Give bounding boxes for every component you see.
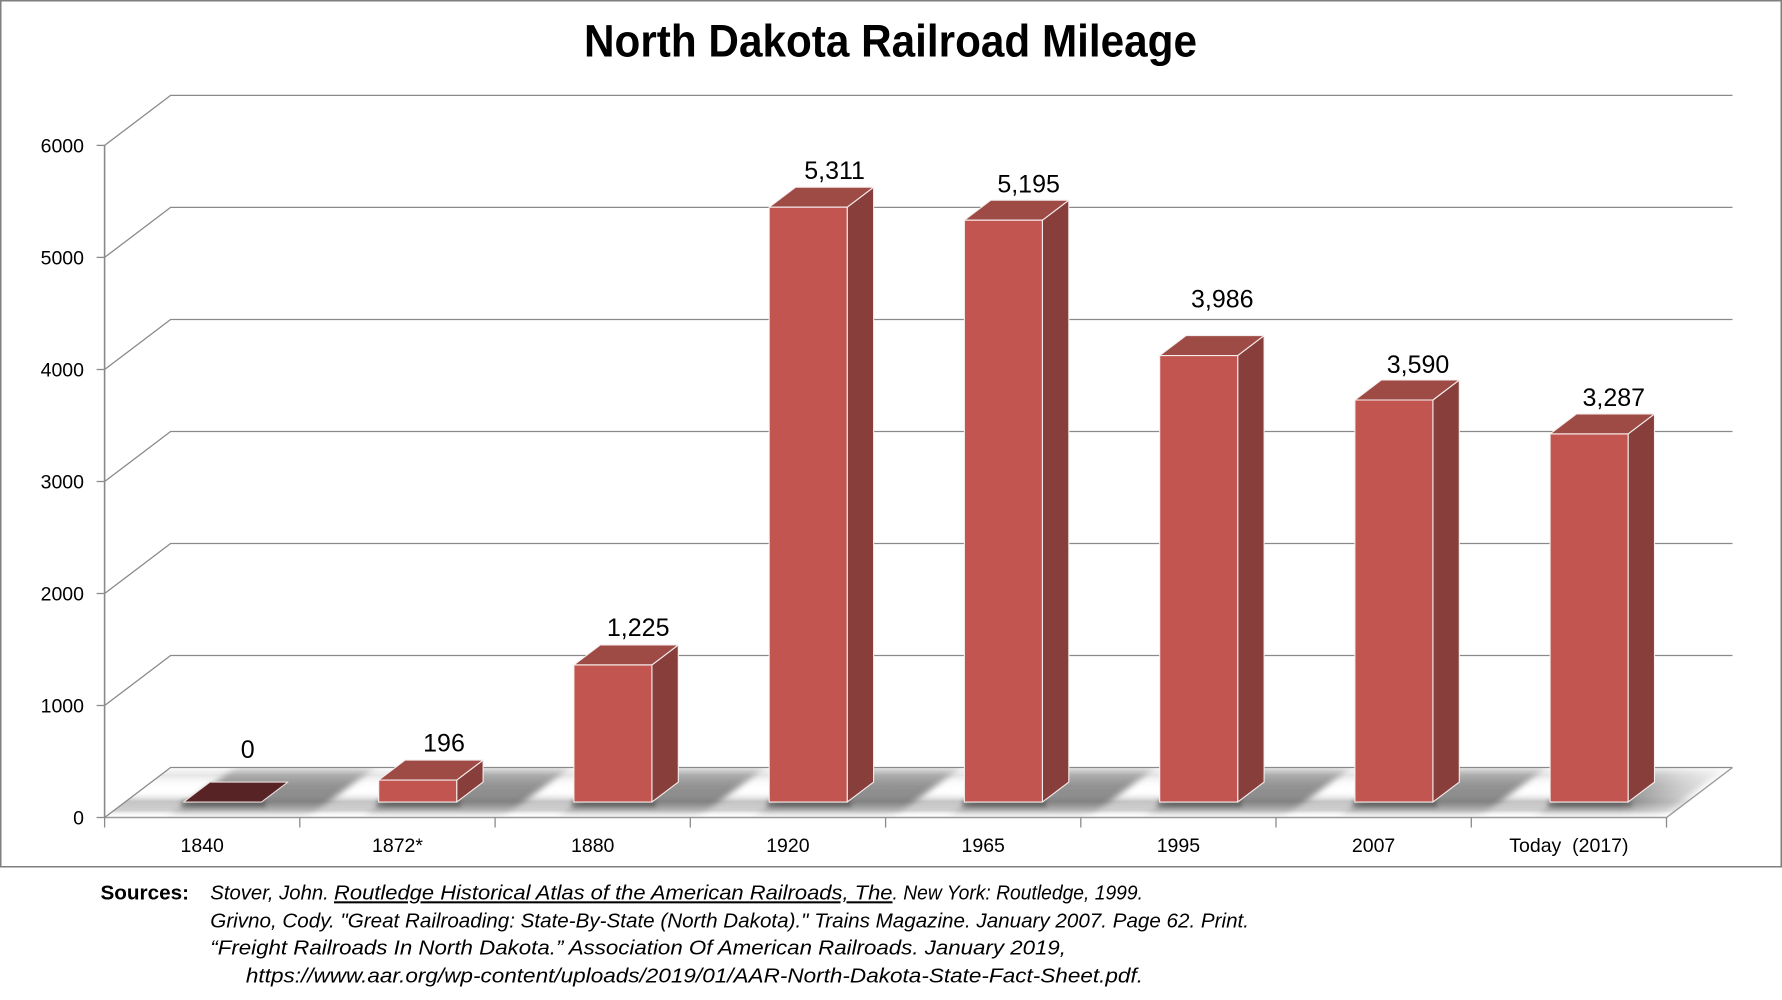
svg-text:Sources:: Sources: bbox=[101, 881, 190, 904]
svg-text:1880: 1880 bbox=[571, 835, 615, 857]
svg-text:3,590: 3,590 bbox=[1387, 351, 1450, 379]
svg-text:4000: 4000 bbox=[41, 360, 85, 382]
svg-text:2007: 2007 bbox=[1352, 835, 1395, 857]
svg-text:Stover, John.: Stover, John. bbox=[210, 881, 328, 904]
svg-text:5000: 5000 bbox=[41, 247, 85, 269]
svg-text:1840: 1840 bbox=[181, 835, 225, 857]
svg-text:5,311: 5,311 bbox=[804, 157, 865, 185]
svg-text:3,287: 3,287 bbox=[1583, 384, 1646, 412]
svg-text:3000: 3000 bbox=[41, 472, 85, 494]
svg-text:“Freight Railroads In North Da: “Freight Railroads In North Dakota.” Ass… bbox=[210, 936, 1066, 959]
svg-text:1,225: 1,225 bbox=[607, 614, 670, 642]
svg-text:196: 196 bbox=[423, 730, 465, 758]
svg-text:0: 0 bbox=[241, 736, 255, 764]
svg-text:2000: 2000 bbox=[41, 584, 85, 606]
svg-text:6000: 6000 bbox=[41, 135, 85, 157]
svg-text:1920: 1920 bbox=[766, 835, 810, 857]
svg-text:Grivno, Cody. "Great Railroadi: Grivno, Cody. "Great Railroading: State-… bbox=[210, 910, 1249, 933]
svg-text:1995: 1995 bbox=[1157, 835, 1201, 857]
svg-text:Today (2017): Today (2017) bbox=[1509, 835, 1628, 857]
svg-text:0: 0 bbox=[73, 808, 84, 830]
svg-text:1872*: 1872* bbox=[372, 835, 423, 857]
svg-text:Routledge Historical Atlas of: Routledge Historical Atlas of the Americ… bbox=[334, 881, 893, 904]
svg-text:1965: 1965 bbox=[962, 835, 1006, 857]
svg-text:1000: 1000 bbox=[41, 696, 85, 718]
svg-text:https://www.aar.org/wp-content: https://www.aar.org/wp-content/uploads/2… bbox=[246, 965, 1143, 988]
svg-text:North Dakota Railroad Mileage: North Dakota Railroad Mileage bbox=[584, 16, 1197, 67]
svg-text:3,986: 3,986 bbox=[1191, 286, 1254, 314]
svg-text:5,195: 5,195 bbox=[997, 171, 1060, 199]
svg-text:. New York: Routledge, 1999.: . New York: Routledge, 1999. bbox=[893, 881, 1144, 904]
